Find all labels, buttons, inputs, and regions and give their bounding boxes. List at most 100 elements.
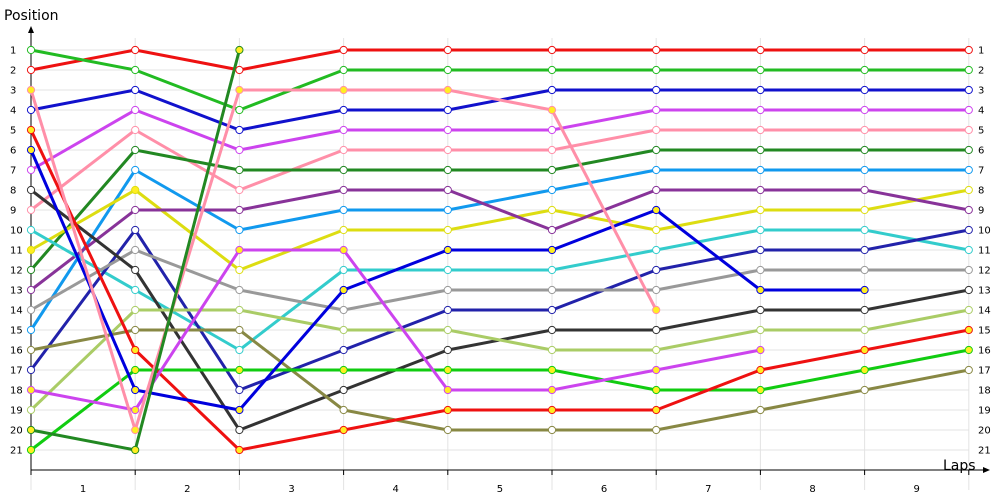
series-12-point bbox=[860, 265, 869, 275]
series-8-point bbox=[339, 225, 348, 235]
series-10-point bbox=[756, 225, 765, 235]
series-4-point bbox=[547, 125, 557, 135]
y-tick-label: 16 bbox=[10, 346, 23, 357]
series-20-point bbox=[547, 105, 557, 115]
series-19-point bbox=[756, 345, 765, 355]
series-line-9 bbox=[30, 188, 970, 292]
series-5-point bbox=[964, 125, 973, 135]
series-line-12 bbox=[30, 248, 969, 312]
series-1-point bbox=[235, 65, 244, 75]
series-7-point bbox=[547, 185, 557, 195]
series-13-point bbox=[964, 285, 973, 295]
series-12-point bbox=[964, 265, 973, 275]
series-1-point bbox=[443, 45, 452, 55]
series-5-point bbox=[235, 185, 244, 195]
series-1-point bbox=[756, 45, 765, 55]
series-21-point bbox=[131, 445, 140, 455]
series-17-point bbox=[547, 405, 557, 415]
y-tick-label-right: 7 bbox=[978, 166, 984, 177]
series-2-point bbox=[26, 45, 36, 55]
series-9-point bbox=[964, 205, 973, 215]
series-14-point bbox=[547, 345, 557, 355]
y-tick-label-right: 19 bbox=[978, 406, 991, 417]
y-tick-label: 3 bbox=[10, 86, 16, 97]
y-axis-title: Position bbox=[4, 8, 59, 24]
series-17-point bbox=[756, 365, 765, 375]
series-16-point bbox=[26, 445, 36, 455]
series-20-point bbox=[131, 425, 140, 435]
series-8-point bbox=[860, 205, 869, 215]
series-21-point bbox=[235, 45, 244, 55]
series-12-point bbox=[235, 285, 244, 295]
series-6-point bbox=[235, 165, 244, 175]
series-15-point bbox=[964, 365, 973, 375]
series-8-point bbox=[547, 205, 557, 215]
series-6-point bbox=[756, 145, 765, 155]
series-17-point bbox=[131, 345, 140, 355]
series-9-point bbox=[547, 225, 557, 235]
series-line-6 bbox=[29, 148, 969, 271]
series-4-point bbox=[339, 125, 348, 135]
y-tick-label-right: 1 bbox=[978, 46, 984, 57]
series-13-point bbox=[235, 425, 244, 435]
series-7-point bbox=[652, 165, 661, 175]
series-line-16 bbox=[30, 348, 970, 452]
series-1-point bbox=[339, 45, 348, 55]
series-4-point bbox=[964, 105, 973, 115]
x-axis-arrow bbox=[983, 467, 990, 473]
series-19-point bbox=[339, 245, 348, 255]
series-7-point bbox=[235, 225, 244, 235]
series-1-point bbox=[860, 45, 869, 55]
series-13-point bbox=[443, 345, 452, 355]
series-line-7 bbox=[29, 168, 969, 331]
series-12-point bbox=[547, 285, 557, 295]
y-tick-label-right: 20 bbox=[978, 426, 991, 437]
series-14-point bbox=[443, 325, 452, 335]
x-tick-label: 4 bbox=[393, 484, 399, 495]
y-tick-label-right: 17 bbox=[978, 366, 991, 377]
series-17-point bbox=[860, 345, 869, 355]
series-4-point bbox=[26, 165, 36, 175]
series-2-point bbox=[131, 65, 140, 75]
x-tick-label: 2 bbox=[184, 484, 190, 495]
series-2-point bbox=[443, 65, 452, 75]
series-3-point bbox=[860, 85, 869, 95]
series-9-point bbox=[339, 185, 348, 195]
series-8-point bbox=[652, 225, 661, 235]
series-7-point bbox=[443, 205, 452, 215]
series-20-point bbox=[235, 85, 244, 95]
series-10-point bbox=[652, 245, 661, 255]
series-4-point bbox=[756, 105, 765, 115]
series-3-point bbox=[339, 105, 348, 115]
series-9-point bbox=[860, 185, 869, 195]
y-tick-label-right: 16 bbox=[978, 346, 991, 357]
series-16-point bbox=[443, 365, 452, 375]
series-4-point bbox=[131, 105, 140, 115]
series-5-point bbox=[756, 125, 765, 135]
series-11-point bbox=[131, 225, 140, 235]
y-tick-label-right: 2 bbox=[978, 66, 984, 77]
series-5-point bbox=[339, 145, 348, 155]
series-8-point bbox=[964, 185, 973, 195]
series-10-point bbox=[131, 285, 140, 295]
series-1-point bbox=[131, 45, 140, 55]
series-7-point bbox=[131, 165, 140, 175]
series-9-point bbox=[652, 185, 661, 195]
series-11-point bbox=[964, 225, 973, 235]
y-tick-label-right: 15 bbox=[978, 326, 991, 337]
series-5-point bbox=[26, 205, 36, 215]
x-tick-label: 1 bbox=[80, 484, 86, 495]
series-15-point bbox=[443, 425, 452, 435]
series-13-point bbox=[339, 385, 348, 395]
series-11-point bbox=[756, 245, 765, 255]
series-6-point bbox=[860, 145, 869, 155]
series-10-point bbox=[235, 345, 244, 355]
series-13-point bbox=[131, 265, 140, 275]
series-3-point bbox=[652, 85, 661, 95]
series-11-point bbox=[339, 345, 348, 355]
series-6-point bbox=[339, 165, 348, 175]
series-8-point bbox=[131, 185, 140, 195]
series-markers bbox=[26, 45, 973, 455]
series-line-10 bbox=[30, 228, 970, 352]
